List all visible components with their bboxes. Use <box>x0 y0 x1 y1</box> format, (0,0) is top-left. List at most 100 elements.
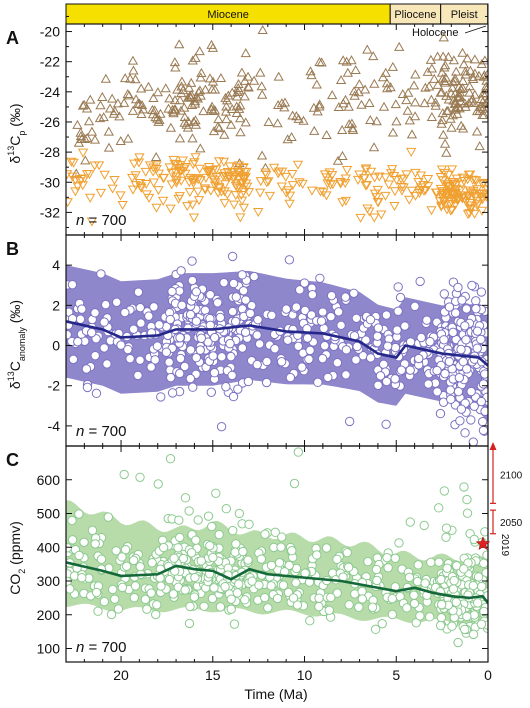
data-point <box>227 121 236 129</box>
data-point <box>455 373 463 381</box>
data-point <box>122 562 130 570</box>
data-point <box>306 617 314 625</box>
data-point <box>130 593 138 601</box>
data-point <box>454 638 462 646</box>
y-tick-label: -32 <box>40 204 60 220</box>
data-point <box>240 204 249 212</box>
data-point <box>186 602 194 610</box>
data-point <box>351 66 360 74</box>
data-point <box>255 340 263 348</box>
data-point <box>416 612 424 620</box>
data-point <box>200 602 208 610</box>
data-point <box>228 252 236 260</box>
data-point <box>271 345 279 353</box>
data-point <box>461 322 469 330</box>
data-point <box>159 543 167 551</box>
data-point <box>395 539 403 547</box>
data-point <box>361 85 370 93</box>
y-tick-label: -2 <box>48 378 61 394</box>
data-point <box>227 352 235 360</box>
data-point <box>305 355 313 363</box>
data-point <box>176 134 185 142</box>
data-point <box>472 305 480 313</box>
data-point <box>322 544 330 552</box>
data-point <box>176 354 184 362</box>
projection-label: 2050 <box>500 518 523 529</box>
data-point <box>236 128 245 136</box>
data-point <box>457 405 465 413</box>
data-point <box>459 565 467 573</box>
plot-area <box>62 252 492 446</box>
data-point <box>473 327 481 335</box>
data-point <box>285 200 294 208</box>
data-point <box>238 68 247 76</box>
data-point <box>267 582 275 590</box>
data-point <box>69 355 77 363</box>
data-point <box>437 613 445 621</box>
data-point <box>232 293 240 301</box>
data-point <box>134 371 142 379</box>
data-point <box>341 293 349 301</box>
data-point <box>166 205 175 213</box>
data-point <box>352 356 360 364</box>
data-point <box>154 480 162 488</box>
data-point <box>227 605 235 613</box>
data-point <box>157 582 165 590</box>
data-point <box>112 298 120 306</box>
data-point <box>92 588 100 596</box>
data-point <box>449 585 457 593</box>
data-point <box>120 470 128 478</box>
data-point <box>155 321 163 329</box>
data-point <box>345 417 353 425</box>
data-point <box>285 256 293 264</box>
data-point <box>327 291 335 299</box>
data-point <box>69 159 78 167</box>
data-point <box>196 346 204 354</box>
data-point <box>73 121 82 129</box>
data-point <box>86 194 95 202</box>
data-point <box>448 622 456 630</box>
data-point <box>442 149 451 157</box>
data-point <box>235 509 243 517</box>
data-point <box>446 386 454 394</box>
data-point <box>325 606 333 614</box>
x-axis-label: Time (Ma) <box>244 686 307 702</box>
data-point <box>411 112 420 120</box>
data-point <box>181 494 189 502</box>
data-point <box>192 288 200 296</box>
data-point <box>191 154 200 162</box>
data-point <box>241 328 249 336</box>
data-point <box>394 283 402 291</box>
data-point <box>168 389 176 397</box>
data-point <box>186 346 194 354</box>
data-point <box>257 555 265 563</box>
data-point <box>97 189 106 197</box>
data-point <box>417 333 425 341</box>
data-point <box>111 595 119 603</box>
data-point <box>461 429 469 437</box>
data-point <box>190 214 199 222</box>
data-point <box>254 208 263 216</box>
data-point <box>105 128 114 136</box>
data-point <box>241 49 250 57</box>
data-point <box>290 479 298 487</box>
data-point <box>433 366 441 374</box>
data-point <box>185 619 193 627</box>
epoch-label: Pliocene <box>394 9 436 21</box>
data-point <box>474 573 482 581</box>
data-point <box>257 82 266 90</box>
data-point <box>101 300 109 308</box>
data-point <box>473 127 482 135</box>
data-point <box>75 510 83 518</box>
data-point <box>100 318 108 326</box>
data-point <box>411 302 419 310</box>
data-point <box>192 353 200 361</box>
data-point <box>222 115 231 123</box>
plot-area <box>63 26 492 226</box>
data-point <box>372 565 380 573</box>
data-point <box>222 505 230 513</box>
data-point <box>136 303 144 311</box>
data-point <box>458 296 466 304</box>
data-point <box>186 189 195 197</box>
data-point <box>352 314 360 322</box>
